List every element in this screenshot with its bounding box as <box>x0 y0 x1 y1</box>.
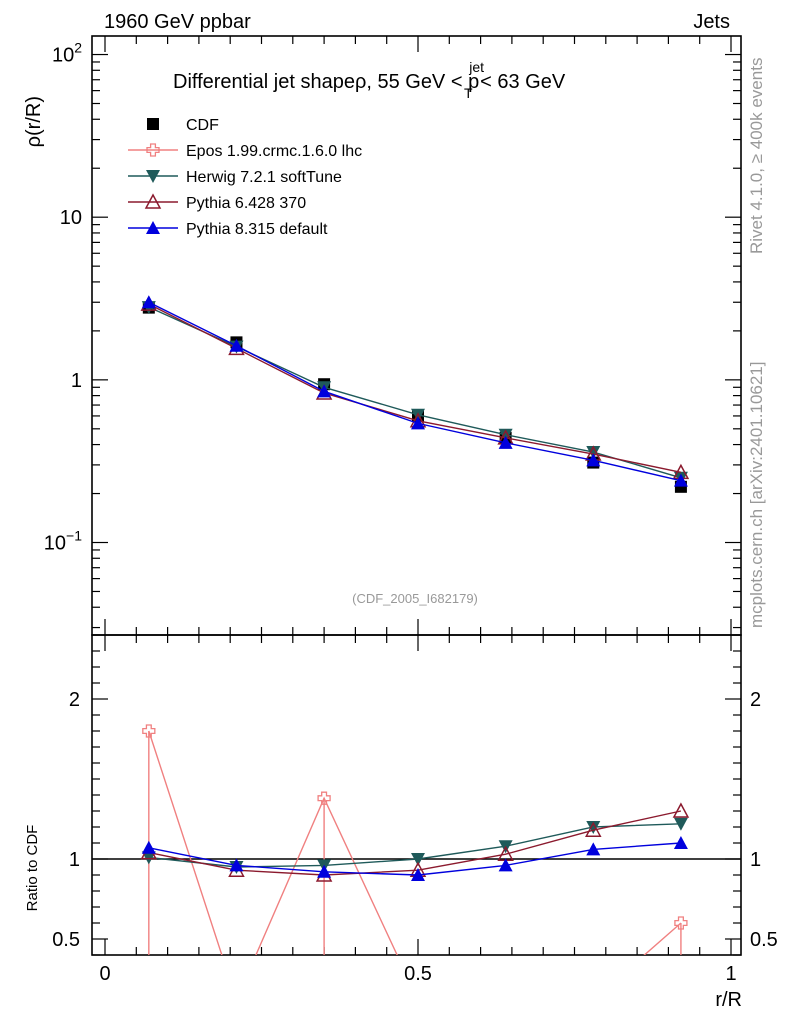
ratio-tick-label-right: 2 <box>750 689 761 711</box>
data-point-pythia-8-315-default <box>317 384 332 398</box>
ratio-point-epos-1-99-crmc-1-6-0-lhc <box>317 791 331 805</box>
ratio-point-epos-1-99-crmc-1-6-0-lhc <box>142 724 156 738</box>
analysis-tag: (CDF_2005_I682179) <box>352 591 478 606</box>
ratio-point-pythia-8-315-default <box>141 840 156 854</box>
legend-marker-epos-1-99-crmc-1-6-0-lhc <box>146 143 160 157</box>
data-point-pythia-8-315-default <box>141 295 156 309</box>
ratio-point-pythia-8-315-default <box>498 858 513 872</box>
ratio-point-epos-1-99-crmc-1-6-0-lhc <box>412 994 424 1006</box>
ratio-tick-label-right: 0.5 <box>750 929 778 951</box>
chart-title-sup: jet <box>468 59 484 75</box>
ratio-point-herwig-7-2-1-softtune <box>586 821 601 834</box>
data-point-pythia-8-315-default <box>229 338 244 352</box>
y-tick-exponent: 2 <box>74 40 82 56</box>
legend-label-cdf: CDF <box>186 117 219 134</box>
legend-marker-herwig-7-2-1-softtune <box>146 170 160 183</box>
data-point-herwig-7-2-1-softtune <box>498 428 513 442</box>
data-point-pythia-8-315-default <box>586 453 601 467</box>
ratio-point-epos-1-99-crmc-1-6-0-lhc <box>587 994 599 1006</box>
y-tick-base: 10 <box>60 207 82 229</box>
y-tick-label: 1 <box>71 370 82 392</box>
side-label-rivet: Rivet 4.1.0, ≥ 400k events <box>747 58 766 254</box>
legend-marker-pythia-8-315-default <box>146 221 160 234</box>
ratio-tick-label-right: 1 <box>750 849 761 871</box>
ratio-line-epos-1-99-crmc-1-6-0-lhc <box>148 730 682 955</box>
ratio-plot-area: 0 0.5 1 0.5 0.5 1 1 2 2 <box>52 634 778 1006</box>
data-point-herwig-7-2-1-softtune <box>586 446 601 460</box>
chart-title: Differential jet shapeρ, 55 GeV < pjet T … <box>173 59 566 101</box>
ratio-point-herwig-7-2-1-softtune <box>411 853 425 866</box>
ratio-tick-label-left: 1 <box>69 849 80 871</box>
data-point-pythia-8-315-default <box>498 435 513 449</box>
ratio-y-axis-label: Ratio to CDF <box>24 825 41 912</box>
ratio-plot-frame <box>91 634 742 956</box>
series-pythia-6-428-370-main <box>140 295 690 480</box>
side-label-mcplots: mcplots.cern.ch [arXiv:2401.10621] <box>747 362 766 628</box>
ratio-point-pythia-6-428-370 <box>672 802 690 818</box>
legend-marker-pythia-6-428-370 <box>144 193 162 209</box>
ratio-point-epos-1-99-crmc-1-6-0-lhc <box>230 994 242 1006</box>
y-tick-label: 102 <box>52 40 82 67</box>
ratio-point-epos-1-99-crmc-1-6-0-lhc <box>674 916 688 930</box>
x-axis-label: r/R <box>715 989 742 1011</box>
legend-label-pythia-6-428-370: Pythia 6.428 370 <box>186 195 306 212</box>
legend-label-pythia-8-315-default: Pythia 8.315 default <box>186 221 328 238</box>
chart-title-main: Differential jet shapeρ, 55 GeV < p <box>173 71 479 93</box>
ratio-point-pythia-8-315-default <box>411 868 425 881</box>
series-cdf-main <box>142 301 687 493</box>
legend: CDF Epos 1.99.crmc.1.6.0 lhc Herwig 7.2.1 … <box>128 117 362 238</box>
x-tick-label: 1 <box>725 963 736 985</box>
chart-title-end: < 63 GeV <box>475 71 566 93</box>
data-point-pythia-8-315-default <box>673 473 688 487</box>
ratio-point-pythia-8-315-default <box>229 858 244 872</box>
ratio-line-herwig-7-2-1-softtune <box>148 823 681 868</box>
x-tick-label: 0 <box>99 963 110 985</box>
top-right-label: Jets <box>693 11 730 33</box>
top-left-label: 1960 GeV ppbar <box>104 11 251 33</box>
y-tick-base: 1 <box>71 370 82 392</box>
ratio-tick-label-left: 0.5 <box>52 929 80 951</box>
legend-label-herwig-7-2-1-softtune: Herwig 7.2.1 softTune <box>186 169 342 186</box>
ratio-point-epos-1-99-crmc-1-6-0-lhc <box>500 994 512 1006</box>
y-tick-base: 10 <box>52 45 74 67</box>
data-point-pythia-8-315-default <box>411 416 425 430</box>
chart-title-sub: T <box>464 85 473 101</box>
ratio-point-pythia-8-315-default <box>317 864 332 878</box>
ratio-point-herwig-7-2-1-softtune <box>673 817 688 831</box>
series-pythia-6-428-370-ratio <box>140 802 690 882</box>
y-tick-base: 10 <box>44 533 66 555</box>
ratio-line-pythia-6-428-370 <box>148 810 682 876</box>
chart-labels: 1960 GeV ppbar Jets Differential jet sha… <box>23 11 766 1011</box>
ratio-point-pythia-6-428-370 <box>585 821 602 837</box>
series-line-herwig-7-2-1-softtune <box>148 306 682 479</box>
series-line-pythia-6-428-370 <box>148 303 682 474</box>
series-pythia-8-315-default-ratio <box>141 836 688 881</box>
legend-marker-cdf <box>147 118 159 130</box>
legend-label-epos-1-99-crmc-1-6-0-lhc: Epos 1.99.crmc.1.6.0 lhc <box>186 143 362 160</box>
x-tick-label: 0.5 <box>404 963 432 985</box>
ratio-tick-label-left: 2 <box>69 689 80 711</box>
ratio-point-pythia-8-315-default <box>586 842 601 856</box>
y-tick-exponent: −1 <box>66 528 82 544</box>
y-tick-label: 10−1 <box>44 528 82 555</box>
series-herwig-7-2-1-softtune-ratio <box>141 817 688 874</box>
y-tick-label: 10 <box>60 207 82 229</box>
ratio-point-pythia-8-315-default <box>673 836 688 849</box>
series-pythia-8-315-default-main <box>141 295 688 487</box>
y-axis-label: ρ(r/R) <box>23 96 45 147</box>
